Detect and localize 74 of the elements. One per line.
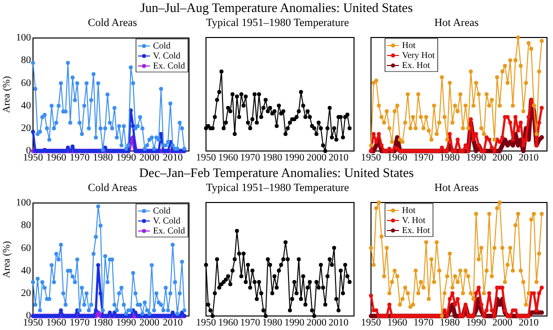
x-tick-label: 1990 [284,318,304,329]
x-tick-label: 1970 [414,318,434,329]
x-tick-label: 1970 [414,152,434,164]
y-tick-label: 40 [21,100,31,112]
x-tick-label: 1980 [440,318,460,329]
x-tick-label: 2010 [162,318,183,329]
chart-subtitle: Typical 1951–1980 Temperature [204,181,350,195]
x-tick-label: 2010 [518,152,539,164]
legend-label: Cold [153,205,171,216]
x-tick-label: 1970 [240,318,260,329]
legend-label: V. Cold [153,50,181,60]
x-tick-label: 2000 [492,152,512,164]
y-tick-label: 100 [16,32,31,44]
x-tick-label: 1950 [196,318,216,329]
x-tick-label: 1950 [361,318,381,329]
chart-subtitle: Typical 1951–1980 Temperature [204,16,350,30]
legend-label: Cold [153,40,171,50]
x-tick-label: 1970 [70,152,90,164]
x-tick-label: 1990 [116,318,136,329]
x-tick-label: 2000 [139,318,160,329]
x-tick-label: 1980 [262,318,282,329]
x-tick-label: 1980 [92,152,113,164]
x-tick-label: 2000 [306,152,326,164]
legend-label: Ex. Hot [402,60,430,70]
x-tick-label: 2000 [139,152,160,164]
legend-label: V. Cold [153,215,181,226]
x-tick-label: 1990 [116,152,136,164]
x-tick-label: 1990 [284,152,304,164]
x-tick-label: 1980 [262,152,282,164]
chart-title: Hot Areas [433,181,480,195]
legend-label: Ex. Cold [153,225,186,236]
x-tick-label: 2000 [492,318,512,329]
y-tick-label: 100 [16,198,31,209]
x-tick-label: 1950 [23,152,43,164]
y-axis-title: Area (%) [2,76,13,113]
legend-label: Hot [402,40,416,50]
x-tick-label: 1950 [23,318,43,329]
x-tick-label: 1960 [387,318,408,329]
x-tick-label: 2010 [328,318,349,329]
y-tick-label: 60 [21,242,31,254]
chart-title: Cold Areas [86,181,138,195]
legend-label: V. Hot [402,214,426,225]
x-tick-label: 1970 [240,152,260,164]
chart-title: Cold Areas [86,16,138,30]
y-axis-title: Area (%) [2,241,13,278]
chart-title: Dec–Jan–Feb Temperature Anomalies: United States [138,165,415,181]
x-tick-label: 2010 [328,152,349,164]
x-tick-label: 1950 [361,152,381,164]
x-tick-label: 1960 [46,152,66,164]
legend-label: Hot [402,204,416,215]
x-tick-label: 1950 [196,152,216,164]
x-tick-label: 2010 [518,318,539,329]
y-tick-label: 80 [21,220,31,232]
y-tick-label: 20 [21,123,31,134]
x-tick-label: 1980 [440,152,460,164]
x-tick-label: 1960 [387,152,408,164]
x-tick-label: 1980 [92,318,113,329]
legend-label: Ex. Cold [153,60,186,70]
x-tick-label: 1960 [218,318,238,329]
x-tick-label: 1990 [466,152,486,164]
x-tick-label: 2000 [306,318,326,329]
legend-label: Very Hot [402,50,436,60]
x-tick-label: 1990 [466,318,486,329]
legend-label: Ex. Hot [402,224,430,235]
y-tick-label: 80 [21,55,31,66]
chart-title: Jun–Jul–Aug Temperature Anomalies: United States [139,0,414,16]
x-tick-label: 1970 [70,318,90,329]
y-tick-label: 60 [21,78,31,89]
x-tick-label: 2010 [162,152,183,164]
y-tick-label: 40 [21,265,31,276]
x-tick-label: 1960 [218,152,238,164]
y-tick-label: 20 [21,288,31,300]
chart-title: Hot Areas [433,16,480,30]
x-tick-label: 1960 [46,318,66,329]
